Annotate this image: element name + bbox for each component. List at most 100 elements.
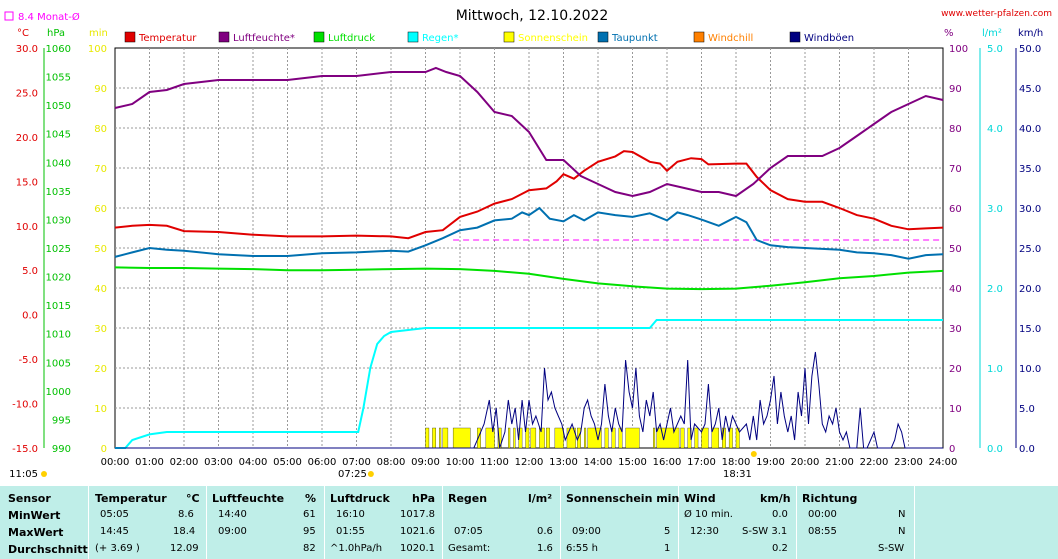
y-tick-kmh: 25.0: [1019, 244, 1041, 255]
sun-max-time: 09:00: [572, 526, 601, 537]
y-tick-hpa: 1010: [46, 330, 71, 341]
y-tick-hpa: 995: [52, 415, 71, 426]
sunshine-bar: [584, 427, 587, 449]
series-taupunkt: [114, 206, 944, 260]
y-tick-hpa: 1000: [46, 387, 71, 398]
y-tick-percent: 70: [949, 164, 962, 175]
sun-max-value: 5: [664, 526, 671, 537]
x-tick-label: 05:00: [273, 457, 302, 468]
y-tick-kmh: 20.0: [1019, 284, 1041, 295]
y-tick-percent: 10: [949, 404, 962, 415]
y-tick-percent: 80: [949, 124, 962, 135]
y-tick-minutes: 60: [94, 204, 107, 215]
y-tick-minutes: 80: [94, 124, 107, 135]
sunshine-bars: [425, 427, 740, 449]
y-tick-celsius: 10.0: [16, 222, 38, 233]
x-tick-label: 02:00: [170, 457, 199, 468]
press-trend: ^1.0hPa/h: [330, 543, 383, 554]
monat-average-label: 8.4 Monat-Ø: [18, 11, 80, 23]
legend-swatch: [407, 31, 419, 43]
wind-avg-value: 0.0: [772, 509, 788, 520]
rain-total-label: Gesamt:: [448, 543, 491, 554]
legend-swatch: [693, 31, 705, 43]
stats-header-luftfeuchte: Luftfeuchte: [212, 492, 285, 505]
hum-min-value: 61: [303, 509, 316, 520]
hum-min-time: 14:40: [218, 509, 247, 520]
dir-min-value: N: [898, 509, 906, 520]
y-tick-hpa: 1040: [46, 158, 71, 169]
legend-swatch: [218, 31, 230, 43]
stats-table: Sensor MinWert MaxWert Durchschnitt Temp…: [0, 486, 1058, 559]
chart-legend: Temperatur Luftfeuchte* Luftdruck Regen* Son…: [124, 31, 854, 44]
unit-hpa: hPa: [47, 28, 65, 39]
y-tick-kmh: 40.0: [1019, 124, 1041, 135]
unit-kmh: km/h: [1018, 28, 1043, 39]
rain-max-value: 0.6: [537, 526, 553, 537]
y-tick-minutes: 0: [101, 444, 107, 455]
press-max-time: 01:55: [336, 526, 365, 537]
x-tick-label: 01:00: [135, 457, 164, 468]
temp-min-value: 8.6: [178, 509, 194, 520]
temp-avg-value: 12.09: [170, 543, 199, 554]
stats-unit-temperatur: °C: [186, 492, 200, 505]
y-tick-minutes: 50: [94, 244, 107, 255]
row-label-min: MinWert: [8, 509, 61, 522]
y-tick-hpa: 1050: [46, 101, 71, 112]
sunshine-bar: [554, 427, 564, 449]
x-tick-label: 18:00: [722, 457, 751, 468]
x-tick-label: 11:00: [480, 457, 509, 468]
y-tick-minutes: 70: [94, 164, 107, 175]
stats-unit-luftfeuchte: %: [305, 492, 317, 505]
x-tick-label: 09:00: [411, 457, 440, 468]
legend-swatch: [313, 31, 325, 43]
x-tick-label: 20:00: [791, 457, 820, 468]
legend-label: Luftfeuchte*: [233, 33, 295, 44]
wind-avg-label: Ø 10 min.: [684, 509, 733, 520]
y-tick-celsius: -15.0: [12, 444, 38, 455]
monat-legend-box: [4, 11, 14, 21]
hum-max-value: 95: [303, 526, 316, 537]
sunshine-bar: [611, 427, 616, 449]
row-label-max: MaxWert: [8, 526, 64, 539]
sun-avg-value: 1: [664, 543, 671, 554]
rain-max-time: 07:05: [454, 526, 483, 537]
sunshine-bar: [539, 427, 545, 449]
dir-max-value: N: [898, 526, 906, 537]
y-tick-lm2: 0.0: [987, 444, 1003, 455]
y-tick-hpa: 1005: [46, 358, 71, 369]
y-tick-kmh: 35.0: [1019, 164, 1041, 175]
x-tick-label: 10:00: [446, 457, 475, 468]
hum-max-time: 09:00: [218, 526, 247, 537]
legend-label: Windchill: [708, 33, 753, 44]
x-tick-label: 22:00: [860, 457, 889, 468]
y-tick-percent: 60: [949, 204, 962, 215]
wind-max-time: 12:30: [690, 526, 719, 537]
y-tick-percent: 40: [949, 284, 962, 295]
y-tick-lm2: 3.0: [987, 204, 1003, 215]
sunset-label: 18:31: [723, 469, 752, 480]
y-tick-percent: 30: [949, 324, 962, 335]
dir-min-time: 00:00: [808, 509, 837, 520]
site-link[interactable]: www.wetter-pfalzen.com: [941, 9, 1052, 19]
y-tick-minutes: 20: [94, 364, 107, 375]
left-time-label: 11:05: [9, 469, 38, 480]
y-tick-kmh: 10.0: [1019, 364, 1041, 375]
y-tick-celsius: 20.0: [16, 133, 38, 144]
series-temperatur: [114, 150, 944, 240]
temp-max-time: 14:45: [100, 526, 129, 537]
unit-celsius: °C: [17, 28, 29, 39]
chart-title: Mittwoch, 12.10.2022: [456, 8, 609, 24]
hum-avg-value: 82: [303, 543, 316, 554]
x-tick-label: 23:00: [894, 457, 923, 468]
legend-label: Windböen: [804, 33, 854, 44]
y-tick-celsius: 30.0: [16, 44, 38, 55]
x-tick-label: 12:00: [515, 457, 544, 468]
sunshine-bar: [604, 427, 609, 449]
dir-avg-value: S-SW: [878, 543, 905, 554]
stats-header-sonnenschein: Sonnenschein min: [566, 492, 680, 505]
x-tick-label: 16:00: [653, 457, 682, 468]
stats-unit-wind: km/h: [760, 492, 791, 505]
legend-swatch: [597, 31, 609, 43]
y-tick-hpa: 1020: [46, 273, 71, 284]
y-tick-percent: 90: [949, 84, 962, 95]
